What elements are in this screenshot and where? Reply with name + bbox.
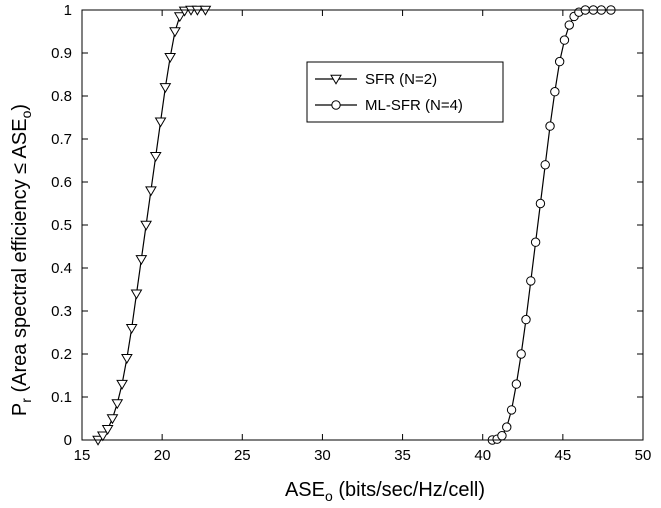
x-tick-label: 35 <box>394 447 411 464</box>
y-axis-label-ase: ASE <box>9 118 31 162</box>
y-tick-label: 0.2 <box>51 346 72 363</box>
axes-layer: 15 20 25 30 35 40 45 50 0 0.1 0.2 0.3 0.4 0.5 0.6 0.7 0.… <box>51 2 651 464</box>
y-axis-label-p-subscript: r <box>18 398 34 403</box>
y-tick-label: 0.5 <box>51 217 72 234</box>
legend-label: ML-SFR (N=4) <box>365 97 463 114</box>
x-axis-label-rest: (bits/sec/Hz/cell) <box>333 479 485 501</box>
data-point <box>169 27 181 38</box>
y-axis-label-leq: ≤ <box>9 163 31 174</box>
data-point <box>116 379 128 390</box>
data-point <box>145 186 157 197</box>
data-point <box>564 20 574 30</box>
x-tick-label: 15 <box>74 447 91 464</box>
x-tick-label: 30 <box>314 447 331 464</box>
y-tick-label: 0.3 <box>51 303 72 320</box>
data-point <box>164 53 177 64</box>
y-tick-label: 0.8 <box>51 88 72 105</box>
y-tick-label: 0 <box>64 432 72 449</box>
y-tick-label: 1 <box>64 2 72 19</box>
y-axis-label-middle: (Area spectral efficiency <box>9 174 31 398</box>
x-tick-label: 50 <box>635 447 652 464</box>
data-point <box>121 354 133 365</box>
data-point <box>154 117 167 128</box>
data-point <box>135 255 148 266</box>
x-tick-label: 25 <box>234 447 251 464</box>
data-point <box>149 151 162 162</box>
data-point <box>506 405 517 415</box>
y-tick-label: 0.6 <box>51 174 72 191</box>
data-point <box>502 422 512 432</box>
y-axis-label-close: ) <box>9 104 31 111</box>
x-tick-label: 20 <box>154 447 171 464</box>
data-point <box>559 35 570 45</box>
data-point <box>173 12 186 23</box>
data-point <box>106 414 119 425</box>
x-axis-label: ASEo (bits/sec/Hz/cell) <box>285 479 485 503</box>
legend-marker <box>330 74 342 85</box>
data-point <box>178 6 191 17</box>
data-point <box>159 83 172 94</box>
plot-layer <box>92 5 616 446</box>
legend-marker <box>331 100 341 110</box>
legend-label: SFR (N=2) <box>365 71 437 88</box>
data-point <box>101 425 114 435</box>
data-point <box>130 289 143 300</box>
data-point <box>511 379 522 389</box>
data-point <box>535 198 546 209</box>
series-0 <box>92 5 212 446</box>
y-tick-label: 0.9 <box>51 45 72 62</box>
data-point <box>140 220 152 231</box>
y-axis-label-p: P <box>9 403 31 416</box>
y-tick-label: 0.7 <box>51 131 72 148</box>
legend: SFR (N=2) ML-SFR (N=4) <box>306 61 504 123</box>
data-point <box>530 237 541 247</box>
data-point <box>540 160 550 170</box>
data-point <box>125 323 138 334</box>
data-point <box>96 431 109 442</box>
y-tick-label: 0.1 <box>51 389 72 406</box>
x-axis-label-main: ASE <box>285 479 325 501</box>
data-point <box>526 276 536 286</box>
x-tick-label: 40 <box>474 447 491 464</box>
series-1 <box>487 5 616 445</box>
y-axis-label: Pr (Area spectral efficiency ≤ ASEo) <box>9 104 34 416</box>
x-axis-label-subscript: o <box>325 488 333 503</box>
y-tick-label: 0.4 <box>51 260 72 277</box>
x-tick-label: 45 <box>555 447 572 464</box>
data-point <box>550 87 560 97</box>
data-point <box>497 431 507 441</box>
data-point <box>516 349 526 359</box>
data-point <box>545 121 555 131</box>
data-point <box>521 314 531 325</box>
legend-box <box>306 61 504 123</box>
data-point <box>554 56 565 67</box>
data-point <box>111 399 124 410</box>
y-axis-label-ase-subscript: o <box>18 110 34 118</box>
